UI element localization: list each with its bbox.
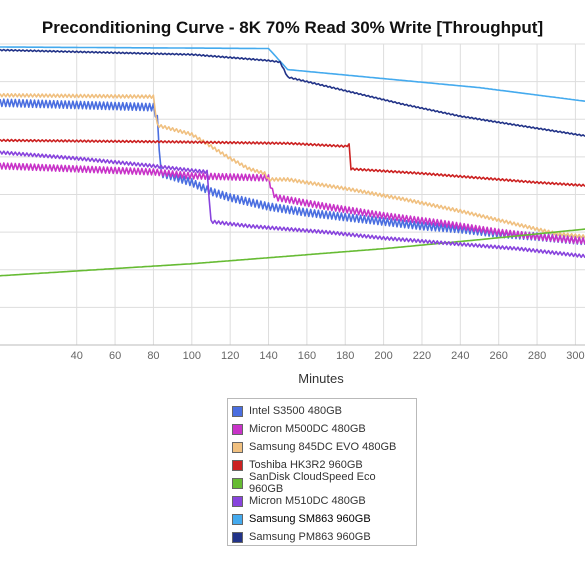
legend-swatch (232, 495, 243, 507)
chart-title: Preconditioning Curve - 8K 70% Read 30% … (41, 18, 544, 37)
legend-label: Micron M510DC 480GB (249, 495, 366, 507)
legend-item[interactable]: Toshiba HK3R2 960GB (232, 456, 412, 474)
legend-swatch (232, 441, 243, 453)
x-tick-label: 180 (336, 350, 354, 362)
x-tick-label: 40 (71, 350, 83, 362)
legend: Intel S3500 480GB Micron M500DC 480GB Sa… (227, 398, 417, 546)
legend-item[interactable]: SanDisk CloudSpeed Eco 960GB (232, 471, 412, 495)
legend-swatch (232, 423, 243, 435)
x-tick-label: 300 (566, 350, 584, 362)
x-tick-label: 120 (221, 350, 239, 362)
legend-swatch (232, 459, 243, 471)
series-line (0, 138, 585, 187)
x-tick-label: 280 (528, 350, 546, 362)
legend-item[interactable]: Samsung SM863 960GB (232, 510, 412, 528)
x-tick-label: 60 (109, 350, 121, 362)
x-tick-label: 240 (451, 350, 469, 362)
series-line (0, 92, 585, 239)
x-tick-label: 260 (490, 350, 508, 362)
legend-label: Micron M500DC 480GB (249, 423, 366, 435)
x-tick-label: 100 (183, 350, 201, 362)
legend-swatch (232, 405, 243, 417)
series-line (0, 150, 585, 259)
legend-label: Intel S3500 480GB (249, 405, 342, 417)
x-tick-label: 200 (374, 350, 392, 362)
legend-item[interactable]: Micron M510DC 480GB (232, 492, 412, 510)
series-line (0, 98, 585, 246)
series-line (0, 162, 585, 245)
legend-item[interactable]: Micron M500DC 480GB (232, 420, 412, 438)
x-tick-label: 220 (413, 350, 431, 362)
legend-item[interactable]: Samsung 845DC EVO 480GB (232, 438, 412, 456)
legend-swatch (232, 531, 243, 543)
legend-item[interactable]: Samsung PM863 960GB (232, 528, 412, 546)
series-line (0, 46, 585, 102)
x-tick-label: 80 (147, 350, 159, 362)
legend-label: Samsung 845DC EVO 480GB (249, 441, 397, 453)
x-tick-label: 140 (259, 350, 277, 362)
x-tick-label: 160 (298, 350, 316, 362)
legend-label: Samsung SM863 960GB (249, 513, 371, 525)
legend-label: Samsung PM863 960GB (249, 531, 371, 543)
legend-label: Toshiba HK3R2 960GB (249, 459, 363, 471)
series-line (0, 48, 585, 138)
legend-label: SanDisk CloudSpeed Eco 960GB (249, 471, 376, 495)
legend-item[interactable]: Intel S3500 480GB (232, 402, 412, 420)
legend-swatch (232, 513, 243, 525)
series-line (0, 228, 585, 277)
legend-swatch (232, 477, 243, 489)
x-axis-title: Minutes (298, 371, 344, 386)
